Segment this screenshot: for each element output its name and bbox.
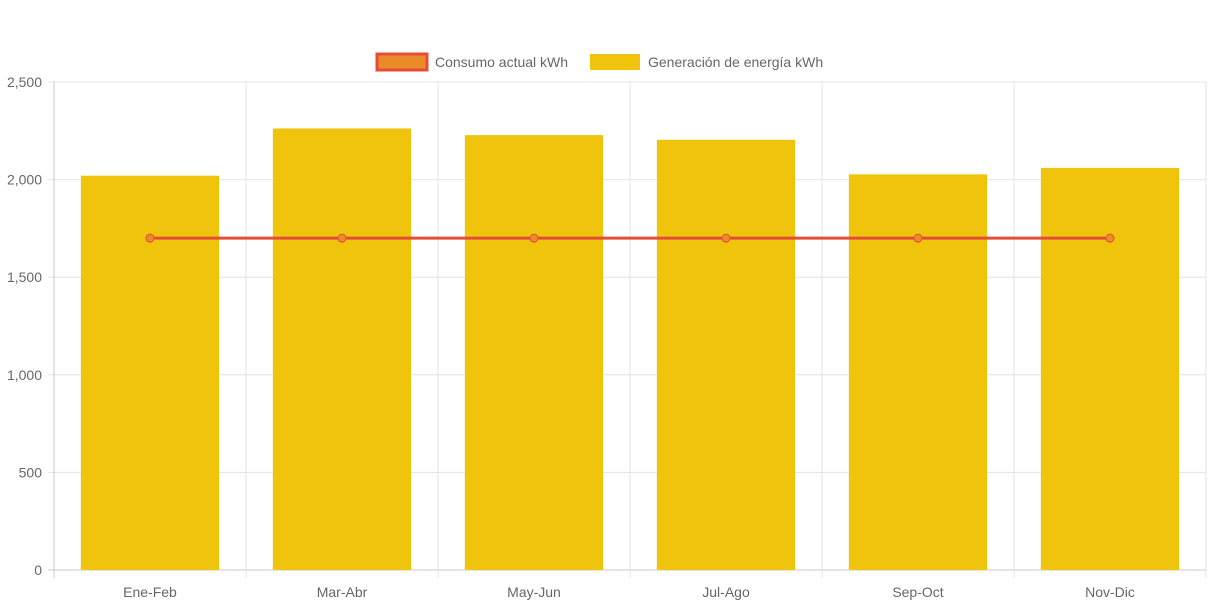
point-consumo-1[interactable] — [337, 233, 347, 243]
point-consumo-2[interactable] — [529, 233, 539, 243]
legend-swatch-consumo — [375, 52, 429, 72]
y-tick-label-4: 2,000 — [7, 172, 42, 188]
x-axis-ticks: Ene-Feb Mar-Abr May-Jun Jul-Ago Sep-Oct Nov-D… — [123, 584, 1135, 600]
bar-5[interactable] — [1040, 167, 1180, 570]
x-tick-label-2: May-Jun — [507, 584, 561, 600]
legend-item-consumo[interactable]: Consumo actual kWh — [375, 52, 568, 72]
y-tick-label-3: 1,500 — [7, 269, 42, 285]
x-tick-label-1: Mar-Abr — [317, 584, 368, 600]
y-tick-label-2: 1,000 — [7, 367, 42, 383]
legend-label-consumo: Consumo actual kWh — [435, 54, 568, 70]
point-consumo-4[interactable] — [913, 233, 923, 243]
y-tick-label-5: 2,500 — [7, 74, 42, 90]
x-tick-label-4: Sep-Oct — [892, 584, 943, 600]
bar-2[interactable] — [464, 135, 604, 570]
line-consumo — [145, 233, 1115, 243]
y-tick-label-1: 500 — [19, 464, 43, 480]
legend-item-generacion[interactable]: Generación de energía kWh — [590, 54, 823, 70]
bars-generacion — [80, 128, 1180, 571]
x-tick-label-3: Jul-Ago — [702, 584, 750, 600]
point-consumo-0[interactable] — [145, 233, 155, 243]
legend-swatch-generacion — [590, 54, 640, 70]
y-axis-ticks: 0 500 1,000 1,500 2,000 2,500 — [7, 74, 42, 578]
bar-1[interactable] — [272, 128, 412, 571]
bar-3[interactable] — [656, 139, 796, 570]
gridlines — [48, 81, 1207, 578]
y-tick-label-0: 0 — [34, 562, 42, 578]
point-consumo-3[interactable] — [721, 233, 731, 243]
point-consumo-5[interactable] — [1105, 233, 1115, 243]
x-tick-label-5: Nov-Dic — [1085, 584, 1135, 600]
legend[interactable]: Consumo actual kWh Generación de energía… — [375, 52, 823, 72]
x-tick-label-0: Ene-Feb — [123, 584, 177, 600]
legend-label-generacion: Generación de energía kWh — [648, 54, 823, 70]
